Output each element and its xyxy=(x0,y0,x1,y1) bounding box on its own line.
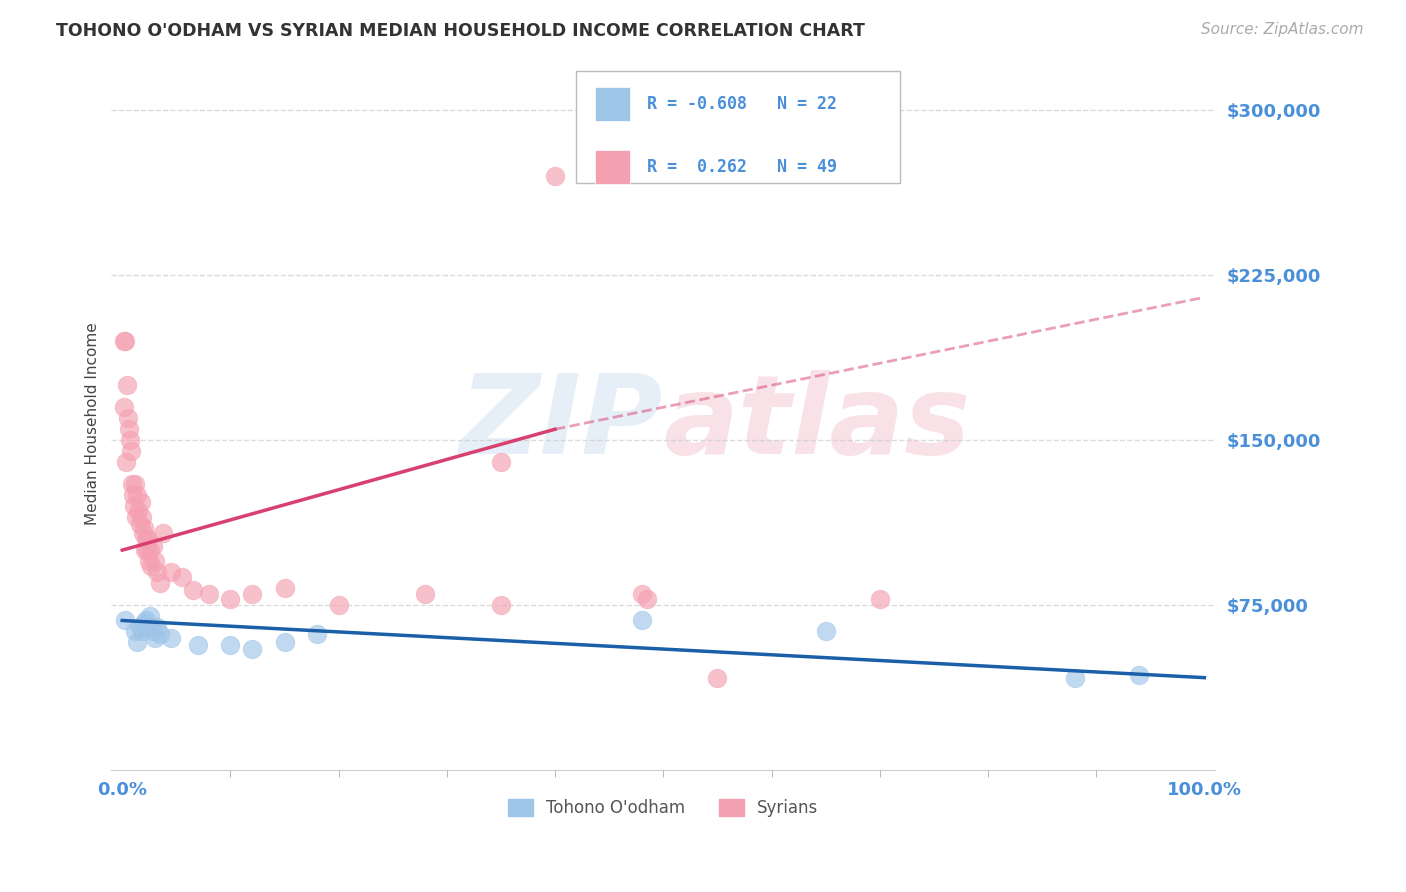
Text: TOHONO O'ODHAM VS SYRIAN MEDIAN HOUSEHOLD INCOME CORRELATION CHART: TOHONO O'ODHAM VS SYRIAN MEDIAN HOUSEHOL… xyxy=(56,22,865,40)
Point xyxy=(136,620,159,634)
Text: atlas: atlas xyxy=(664,370,970,477)
Point xyxy=(127,488,149,502)
Point xyxy=(118,434,141,448)
Point xyxy=(124,477,146,491)
Point xyxy=(143,554,166,568)
Point xyxy=(114,614,136,628)
Point xyxy=(128,516,150,531)
Point xyxy=(127,503,149,517)
Point xyxy=(143,631,166,645)
Point xyxy=(273,635,295,649)
Point xyxy=(544,169,567,184)
Point xyxy=(139,609,162,624)
Point xyxy=(187,638,209,652)
Point xyxy=(122,488,145,502)
Point xyxy=(489,598,512,612)
Text: Source: ZipAtlas.com: Source: ZipAtlas.com xyxy=(1201,22,1364,37)
Point xyxy=(413,587,436,601)
Point xyxy=(328,598,350,612)
Point xyxy=(149,626,172,640)
Point xyxy=(112,401,135,415)
Point xyxy=(152,525,174,540)
Point xyxy=(630,587,652,601)
Text: R =  0.262   N = 49: R = 0.262 N = 49 xyxy=(647,158,837,176)
Point xyxy=(489,455,512,469)
Point xyxy=(136,532,159,546)
Point xyxy=(139,543,162,558)
Point xyxy=(134,543,156,558)
Point xyxy=(141,558,163,573)
Point xyxy=(219,638,242,652)
Y-axis label: Median Household Income: Median Household Income xyxy=(86,322,100,525)
Point xyxy=(160,565,183,579)
Point xyxy=(127,635,149,649)
Point xyxy=(115,378,138,392)
Point xyxy=(160,631,183,645)
Text: ZIP: ZIP xyxy=(460,370,664,477)
Point xyxy=(118,422,141,436)
Point xyxy=(146,620,169,634)
Point xyxy=(141,624,163,639)
Point xyxy=(630,614,652,628)
Point xyxy=(170,569,193,583)
Point xyxy=(1063,671,1085,685)
Point xyxy=(125,510,148,524)
Point xyxy=(240,642,263,657)
Text: R = -0.608   N = 22: R = -0.608 N = 22 xyxy=(647,95,837,113)
Point xyxy=(129,495,152,509)
Point xyxy=(198,587,221,601)
Point xyxy=(141,539,163,553)
Point xyxy=(121,477,143,491)
Point xyxy=(135,614,157,628)
Point xyxy=(115,455,138,469)
Point xyxy=(219,591,242,606)
Point xyxy=(138,554,160,568)
Point xyxy=(146,565,169,579)
Point xyxy=(814,624,837,639)
Point xyxy=(136,543,159,558)
Point xyxy=(114,334,136,349)
Point xyxy=(706,671,728,685)
Point xyxy=(273,581,295,595)
Point xyxy=(124,624,146,639)
Point xyxy=(120,444,142,458)
Point xyxy=(1128,668,1150,682)
Point xyxy=(112,334,135,349)
Point xyxy=(117,411,139,425)
Point xyxy=(132,615,155,630)
Legend: Tohono O'odham, Syrians: Tohono O'odham, Syrians xyxy=(502,792,825,824)
Point xyxy=(122,499,145,513)
Point xyxy=(240,587,263,601)
Point xyxy=(132,525,155,540)
Point xyxy=(131,624,153,639)
Point xyxy=(128,620,150,634)
Point xyxy=(149,576,172,591)
Point xyxy=(305,626,328,640)
Point xyxy=(869,591,891,606)
Point xyxy=(131,510,153,524)
Point xyxy=(636,591,658,606)
Point xyxy=(132,521,155,535)
Point xyxy=(135,532,157,546)
Point xyxy=(181,582,204,597)
